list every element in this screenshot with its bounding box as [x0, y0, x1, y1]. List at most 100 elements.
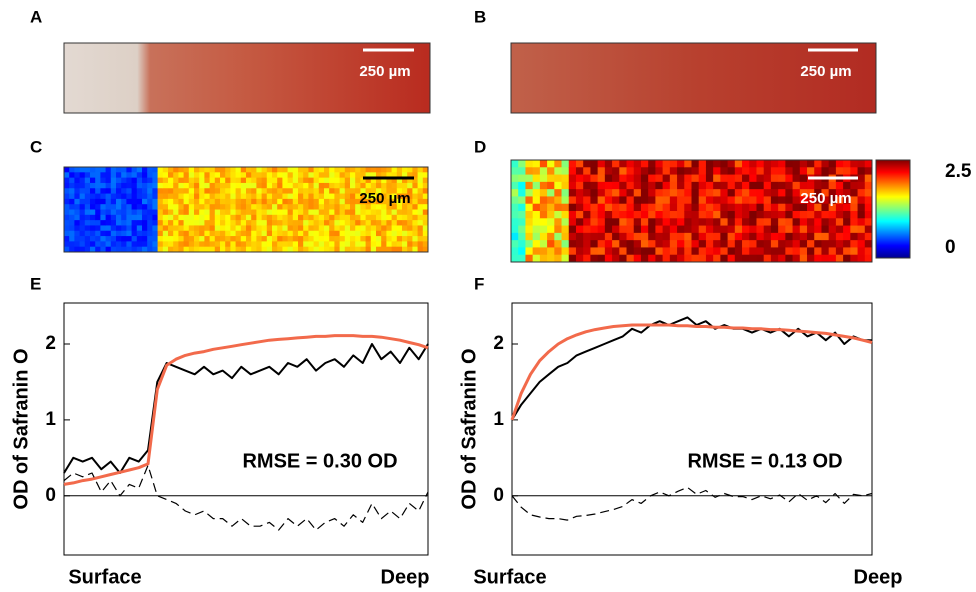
- heatmap-cell: [168, 214, 174, 221]
- heatmap-cell: [116, 220, 122, 226]
- heatmap-cell: [168, 230, 174, 237]
- heatmap-cell: [691, 232, 700, 241]
- heatmap-cell: [749, 203, 757, 212]
- heatmap-cell: [318, 230, 325, 237]
- heatmap-cell: [376, 177, 382, 184]
- heatmap-cell: [324, 209, 330, 216]
- heatmap-cell: [308, 172, 315, 179]
- y-axis-label: OD of Safranin O: [458, 348, 480, 509]
- heatmap-cell: [225, 220, 231, 226]
- heatmap-cell: [381, 188, 387, 195]
- heatmap-cell: [568, 167, 577, 176]
- heatmap-cell: [850, 203, 859, 212]
- heatmap-cell: [214, 209, 221, 216]
- heatmap-cell: [292, 198, 299, 205]
- heatmap-cell: [188, 214, 195, 221]
- heatmap-cell: [116, 225, 122, 232]
- heatmap-cell: [308, 225, 315, 232]
- heatmap-cell: [778, 167, 786, 176]
- heatmap-cell: [568, 247, 577, 256]
- heatmap-cell: [126, 172, 133, 179]
- heatmap-cell: [308, 236, 315, 242]
- heatmap-cell: [131, 188, 138, 195]
- heatmap-cell: [698, 167, 707, 176]
- heatmap-cell: [568, 254, 577, 263]
- heatmap-cell: [386, 188, 393, 195]
- heatmap-cell: [183, 177, 190, 184]
- heatmap-cell: [64, 198, 70, 205]
- heatmap-cell: [95, 214, 101, 221]
- heatmap-cell: [792, 174, 801, 183]
- heatmap-cell: [131, 198, 138, 205]
- panel-label: C: [30, 137, 42, 156]
- heatmap-cell: [511, 247, 519, 256]
- heatmap-cell: [807, 218, 815, 227]
- heatmap-cell: [266, 177, 273, 184]
- heatmap-cell: [590, 218, 599, 227]
- heatmap-cell: [131, 246, 138, 253]
- heatmap-cell: [532, 167, 541, 176]
- heatmap-cell: [69, 230, 75, 237]
- heatmap-cell: [324, 204, 330, 210]
- heatmap-cell: [417, 246, 424, 253]
- heatmap-cell: [417, 214, 424, 221]
- heatmap-cell: [204, 193, 211, 200]
- heatmap-cell: [412, 198, 419, 205]
- heatmap-cell: [324, 230, 330, 237]
- heatmap-cell: [199, 230, 205, 237]
- heatmap-cell: [850, 232, 859, 241]
- heatmap-cell: [162, 193, 169, 200]
- heatmap-cell: [727, 160, 736, 168]
- heatmap-cell: [90, 204, 96, 210]
- heatmap-cell: [308, 214, 315, 221]
- heatmap-cell: [705, 203, 714, 212]
- heatmap-cell: [136, 209, 143, 216]
- heatmap-cell: [334, 193, 341, 200]
- heatmap-cell: [655, 240, 664, 248]
- heatmap-cell: [691, 247, 700, 256]
- heatmap-cell: [344, 204, 351, 210]
- heatmap-cell: [518, 196, 526, 205]
- heatmap-cell: [518, 167, 526, 176]
- heatmap-cell: [79, 220, 86, 226]
- heatmap-cell: [204, 198, 211, 205]
- heatmap-cell: [277, 209, 283, 216]
- heatmap-cell: [277, 177, 283, 184]
- heatmap-cell: [583, 196, 591, 205]
- heatmap-cell: [152, 209, 159, 216]
- heatmap-cell: [583, 232, 591, 241]
- heatmap-cell: [376, 182, 382, 189]
- heatmap-cell: [308, 230, 315, 237]
- heatmap-cell: [691, 254, 700, 263]
- heatmap-cell: [152, 188, 159, 195]
- heatmap-cell: [677, 232, 685, 241]
- heatmap-cell: [350, 230, 356, 237]
- heatmap-cell: [204, 209, 211, 216]
- heatmap-cell: [183, 167, 190, 173]
- heatmap-cell: [583, 181, 591, 190]
- heatmap-cell: [407, 198, 413, 205]
- heatmap-cell: [282, 193, 289, 200]
- heatmap-cell: [633, 240, 642, 248]
- heatmap-cell: [360, 204, 367, 210]
- heatmap-cell: [684, 218, 692, 227]
- heatmap-cell: [131, 241, 138, 248]
- heatmap-cell: [640, 240, 649, 248]
- heatmap-cell: [313, 230, 320, 237]
- heatmap-cell: [402, 188, 408, 195]
- heatmap-cell: [511, 160, 519, 168]
- heatmap-cell: [612, 160, 620, 168]
- heatmap-cell: [256, 193, 263, 200]
- heatmap-cell: [157, 193, 164, 200]
- heatmap-cell: [344, 236, 351, 242]
- heatmap-cell: [626, 254, 635, 263]
- heatmap-cell: [162, 246, 169, 253]
- heatmap-cell: [807, 232, 815, 241]
- heatmap-cell: [749, 218, 757, 227]
- heatmap-cell: [329, 198, 335, 205]
- heatmap-cell: [261, 214, 268, 221]
- heatmap-cell: [251, 182, 257, 189]
- heatmap-cell: [402, 167, 408, 173]
- heatmap-cell: [95, 167, 101, 173]
- heatmap-cell: [381, 198, 387, 205]
